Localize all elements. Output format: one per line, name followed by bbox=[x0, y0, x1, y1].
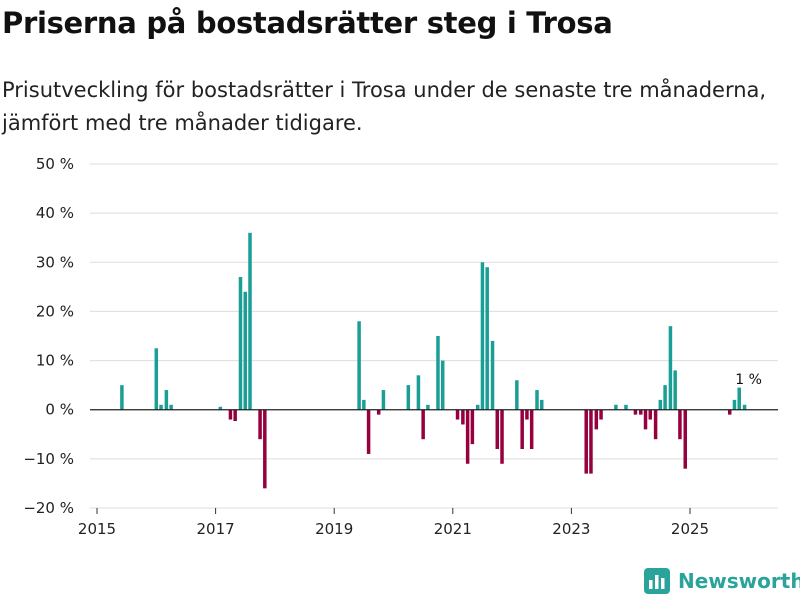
x-axis: 2015 2017 2019 2021 2023 2025 bbox=[78, 508, 709, 538]
bar-negative bbox=[633, 409, 638, 415]
last-value-annotation: 1 % bbox=[735, 372, 762, 388]
bars bbox=[120, 232, 747, 489]
bar-positive bbox=[663, 385, 667, 410]
bar-positive bbox=[485, 267, 489, 410]
bar-positive bbox=[357, 321, 361, 410]
bar-negative bbox=[470, 409, 475, 445]
y-tick-label: 30 % bbox=[36, 253, 74, 271]
bar-positive bbox=[673, 370, 677, 410]
bar-positive bbox=[362, 399, 366, 410]
bar-negative bbox=[727, 409, 732, 415]
y-tick-label: 10 % bbox=[36, 352, 74, 370]
bar-positive bbox=[436, 336, 440, 410]
x-tick-label: 2017 bbox=[197, 520, 235, 538]
bar-positive bbox=[480, 262, 485, 410]
bar-positive bbox=[732, 399, 737, 410]
bar-positive bbox=[737, 387, 741, 410]
bar-negative bbox=[525, 409, 529, 420]
brand-logo: Newsworthy bbox=[644, 568, 800, 594]
y-axis-labels: 50 % 40 % 30 % 20 % 10 % 0 % −10 % −20 % bbox=[23, 155, 74, 517]
bar-negative bbox=[529, 409, 534, 450]
bar-negative bbox=[455, 409, 460, 420]
bar-negative bbox=[594, 409, 599, 430]
y-tick-label: −20 % bbox=[23, 499, 74, 517]
bar-positive bbox=[658, 399, 663, 410]
brand-name: Newsworthy bbox=[678, 569, 800, 593]
bar-positive bbox=[475, 404, 480, 410]
y-tick-label: 20 % bbox=[36, 302, 74, 320]
bar-negative bbox=[639, 409, 643, 415]
bar-positive bbox=[120, 385, 124, 410]
bar-positive bbox=[614, 404, 618, 410]
bar-positive bbox=[540, 399, 544, 410]
bar-chart-icon bbox=[644, 568, 670, 594]
y-tick-label: 40 % bbox=[36, 204, 74, 222]
bar-negative bbox=[643, 409, 648, 430]
bar-positive bbox=[426, 404, 430, 410]
x-tick-label: 2019 bbox=[315, 520, 353, 538]
bar-negative bbox=[263, 409, 267, 489]
grid-lines bbox=[90, 163, 778, 509]
bar-positive bbox=[159, 404, 163, 410]
bar-positive bbox=[154, 348, 159, 410]
x-tick-label: 2023 bbox=[552, 520, 590, 538]
bar-negative bbox=[599, 409, 603, 420]
bar-negative bbox=[520, 409, 524, 450]
bar-negative bbox=[461, 409, 465, 425]
bar-negative bbox=[258, 409, 262, 440]
bar-negative bbox=[376, 409, 381, 415]
bar-negative bbox=[233, 409, 237, 422]
bar-negative bbox=[465, 409, 470, 464]
x-tick-label: 2015 bbox=[78, 520, 116, 538]
bar-positive bbox=[243, 291, 247, 410]
bar-negative bbox=[678, 409, 682, 440]
x-tick-label: 2025 bbox=[671, 520, 709, 538]
bar-positive bbox=[742, 404, 747, 410]
bar-positive bbox=[416, 375, 421, 410]
chart-title: Priserna på bostadsrätter steg i Trosa bbox=[2, 6, 613, 40]
bar-negative bbox=[495, 409, 500, 450]
bar-positive bbox=[668, 326, 673, 410]
y-tick-label: 0 % bbox=[45, 401, 74, 419]
bar-negative bbox=[653, 409, 658, 440]
bar-negative bbox=[228, 409, 233, 420]
bar-negative bbox=[589, 409, 593, 474]
bar-positive bbox=[238, 277, 243, 410]
bar-positive bbox=[515, 380, 519, 410]
bar-positive bbox=[535, 390, 539, 410]
bar-positive bbox=[624, 404, 628, 410]
bar-positive bbox=[490, 340, 495, 410]
bar-negative bbox=[584, 409, 588, 474]
y-tick-label: 50 % bbox=[36, 155, 74, 173]
bar-negative bbox=[683, 409, 688, 469]
y-tick-label: −10 % bbox=[23, 450, 74, 468]
chart-subtitle: Prisutveckling för bostadsrätter i Trosa… bbox=[2, 78, 767, 135]
x-tick-label: 2021 bbox=[434, 520, 472, 538]
bar-positive bbox=[406, 385, 411, 410]
bar-negative bbox=[648, 409, 653, 420]
bar-negative bbox=[500, 409, 504, 464]
bar-negative bbox=[366, 409, 371, 454]
bar-positive bbox=[440, 360, 445, 410]
bar-positive bbox=[218, 406, 223, 410]
bar-positive bbox=[169, 404, 173, 410]
bar-negative bbox=[421, 409, 425, 440]
bar-positive bbox=[381, 390, 386, 410]
bar-positive bbox=[248, 232, 252, 410]
bar-positive bbox=[164, 390, 169, 410]
